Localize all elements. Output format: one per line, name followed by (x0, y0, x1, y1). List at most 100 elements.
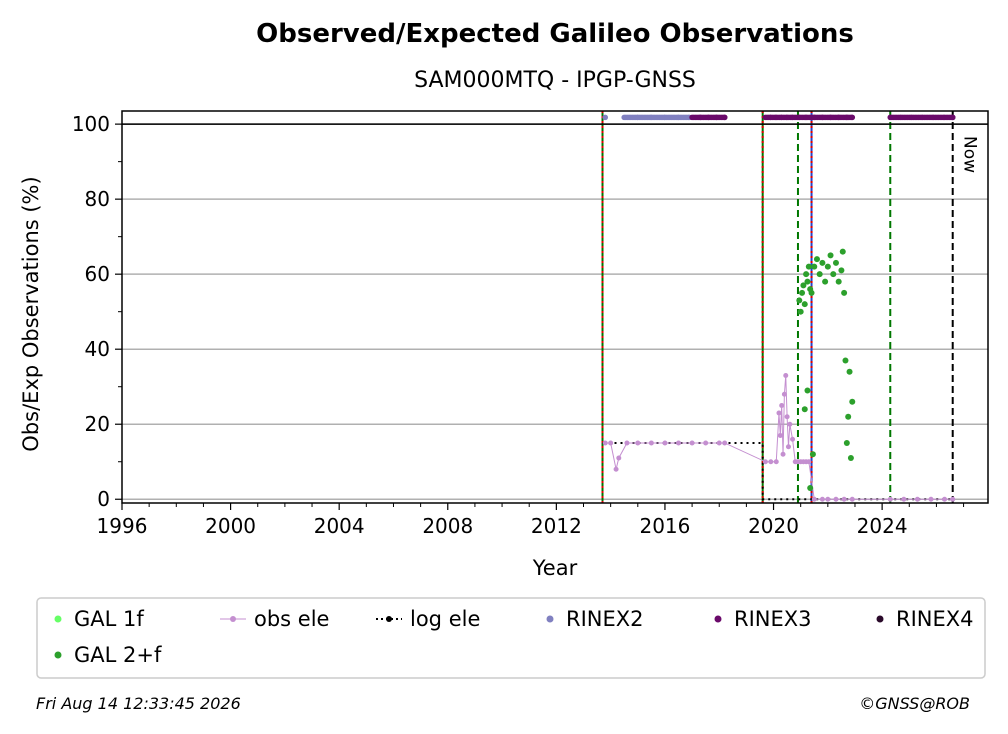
obs-ele-point (811, 496, 817, 502)
y-tick-label: 20 (85, 412, 110, 436)
obs-ele-point (703, 440, 709, 446)
obs-ele-point (790, 436, 796, 442)
x-tick-label: 2020 (748, 514, 799, 538)
obs-ele-point (602, 440, 608, 446)
x-tick-label: 2004 (314, 514, 365, 538)
x-axis: 1996 2000 2004 2008 2012 2016 2020 2024 (97, 503, 965, 538)
gal-point (816, 271, 823, 278)
obs-ele-point (722, 440, 728, 446)
legend-label: obs ele (254, 607, 329, 631)
gal-point (803, 271, 810, 278)
vertical-markers (601, 111, 954, 503)
x-tick-label: 2012 (531, 514, 582, 538)
gal-point (799, 289, 806, 296)
gal-point (841, 289, 848, 296)
timestamp: Fri Aug 14 12:33:45 2026 (36, 694, 241, 713)
obs-ele-point (849, 496, 855, 502)
gal-point (809, 451, 816, 458)
rinex-point (721, 114, 728, 121)
gal-point (805, 263, 812, 270)
obs-ele-point (762, 459, 768, 465)
y-tick-label: 80 (85, 187, 110, 211)
legend-label: RINEX2 (566, 607, 644, 631)
x-tick-label: 2008 (422, 514, 473, 538)
rinex-point (849, 114, 856, 121)
legend-label: log ele (410, 607, 480, 631)
credit: ©GNSS@ROB (859, 694, 970, 713)
gal-point (843, 439, 850, 446)
y-tick-label: 40 (85, 337, 110, 361)
gal-point (801, 301, 808, 308)
gal-point (808, 289, 815, 296)
obs-ele-point (780, 451, 786, 457)
legend-marker (386, 616, 392, 622)
gal-point (804, 278, 811, 285)
y-axis-label: Obs/Exp Observations (%) (19, 176, 43, 451)
obs-ele-point (914, 496, 920, 502)
grid-lines (122, 123, 988, 500)
now-label: Now (960, 136, 980, 173)
obs-ele-point (806, 459, 812, 465)
gal-point (797, 308, 804, 315)
chart-subtitle: SAM000MTQ - IPGP-GNSS (414, 68, 696, 93)
obs-ele-point (613, 466, 619, 472)
x-tick-label: 2016 (639, 514, 690, 538)
gal-point (813, 256, 820, 263)
x-axis-label: Year (532, 556, 578, 580)
gal-point (842, 357, 849, 364)
obs-ele-point (825, 496, 831, 502)
x-tick-label: 2024 (857, 514, 908, 538)
x-tick-label: 1996 (97, 514, 148, 538)
legend-label: GAL 1f (74, 607, 144, 631)
obs-ele-point (785, 444, 791, 450)
legend-marker (54, 615, 62, 623)
obs-ele-point (833, 496, 839, 502)
obs-ele-point (787, 421, 793, 427)
obs-ele-point (950, 496, 956, 502)
gal-point (847, 454, 854, 461)
gal-point (839, 248, 846, 255)
obs-ele-point (779, 402, 785, 408)
obs-ele-point (648, 440, 654, 446)
obs-ele-point (768, 459, 774, 465)
obs-ele-point (777, 432, 783, 438)
gal-point (835, 278, 842, 285)
gal-point (811, 263, 818, 270)
gal-point (846, 368, 853, 375)
gal-point (830, 271, 837, 278)
obs-ele-point (928, 496, 934, 502)
obs-ele-point (608, 440, 614, 446)
x-tick-label: 2000 (205, 514, 256, 538)
plot-frame (121, 110, 989, 504)
legend-marker (54, 651, 62, 659)
gal-point (827, 252, 834, 259)
legend-marker (876, 615, 884, 623)
y-tick-label: 0 (97, 487, 110, 511)
obs-ele-point (776, 410, 782, 416)
legend-label: GAL 2+f (74, 643, 162, 667)
gal-point (819, 259, 826, 266)
y-tick-label: 100 (72, 112, 110, 136)
gal-point (824, 263, 831, 270)
data-series (602, 114, 956, 502)
gal-point (796, 297, 803, 304)
chart-title: Observed/Expected Galileo Observations (256, 19, 854, 49)
obs-ele-point (676, 440, 682, 446)
y-axis: 0 20 40 60 80 100 (72, 112, 122, 511)
obs-ele-point (773, 459, 779, 465)
obs-ele-point (784, 414, 790, 420)
legend-marker (230, 616, 236, 622)
legend-label: RINEX4 (896, 607, 974, 631)
gal-point (807, 484, 814, 491)
obs-ele-point (662, 440, 668, 446)
obs-ele-point (887, 496, 893, 502)
y-tick-label: 60 (85, 262, 110, 286)
obs-ele-point (781, 391, 787, 397)
legend-label: RINEX3 (734, 607, 812, 631)
obs-ele-point (841, 496, 847, 502)
legend-marker (714, 615, 722, 623)
legend-marker (546, 615, 554, 623)
gal-point (801, 406, 808, 413)
gal-point (845, 413, 852, 420)
